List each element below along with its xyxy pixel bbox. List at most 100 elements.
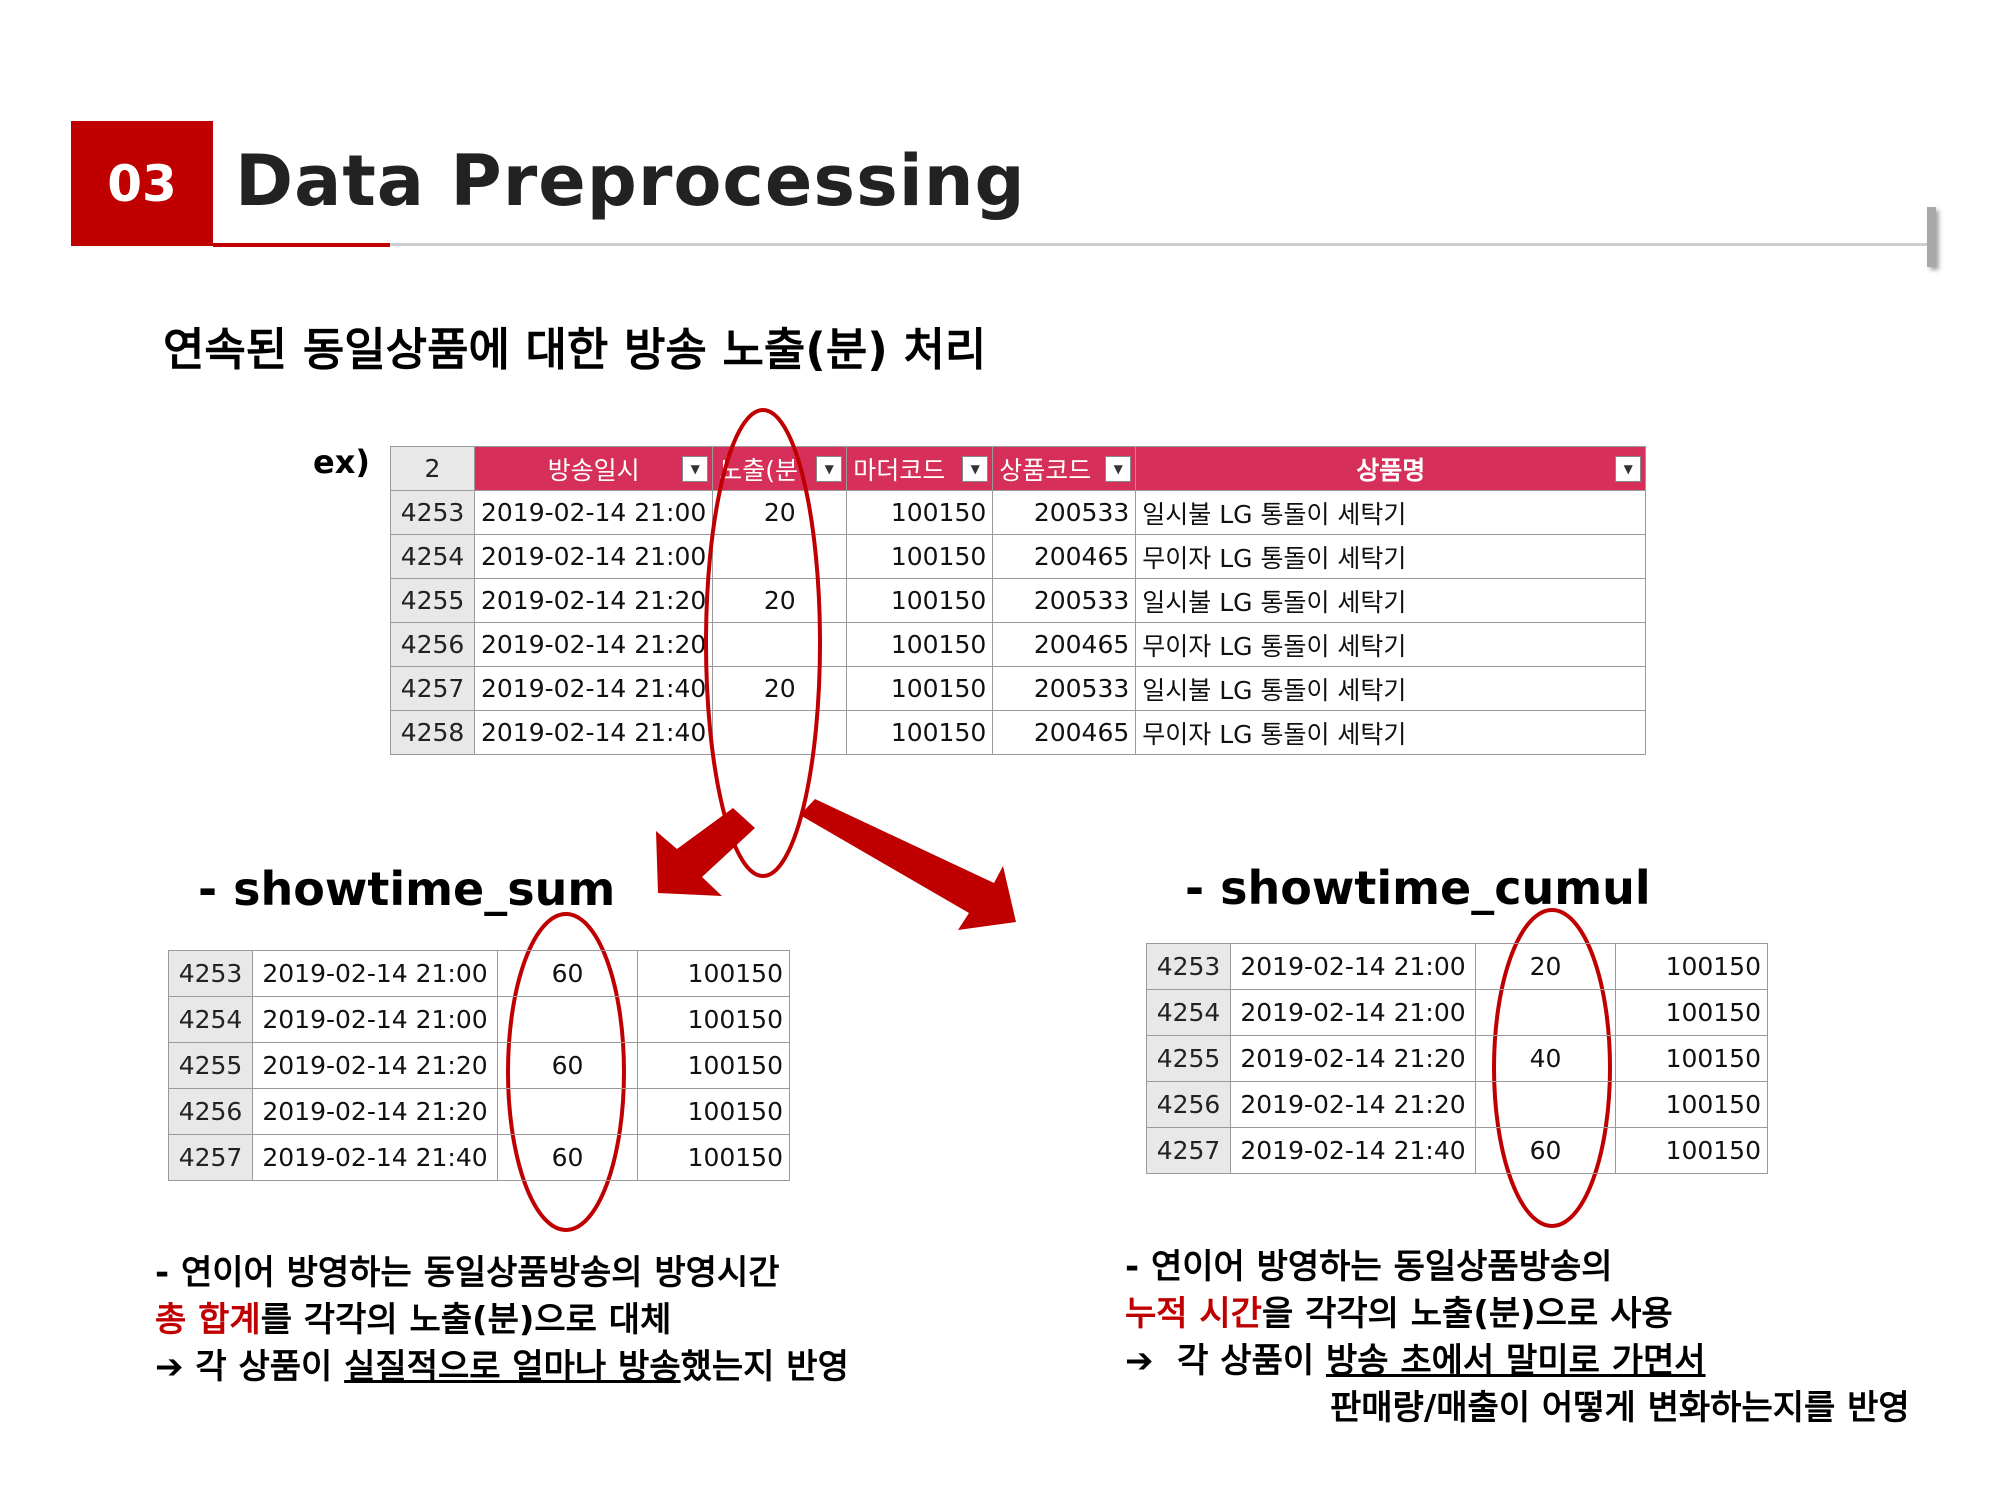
mother-code-cell[interactable]: 100150: [637, 996, 790, 1043]
showtime-value-cell[interactable]: 40: [1475, 1035, 1616, 1082]
datetime-cell[interactable]: 2019-02-14 21:40: [473, 710, 714, 755]
sum-explanation: - 연이어 방영하는 동일상품방송의 방영시간 총 합계를 각각의 노출(분)으…: [155, 1250, 849, 1391]
datetime-cell[interactable]: 2019-02-14 21:20: [1230, 1081, 1476, 1128]
datetime-cell[interactable]: 2019-02-14 21:00: [473, 490, 714, 535]
showtime-value-cell[interactable]: 20: [1475, 943, 1616, 990]
row-number-cell[interactable]: 4253: [1146, 943, 1231, 990]
mother-code-cell[interactable]: 100150: [1615, 1035, 1768, 1082]
showtime-value-cell[interactable]: 60: [497, 1042, 638, 1089]
datetime-cell[interactable]: 2019-02-14 21:00: [1230, 943, 1476, 990]
product-name-cell[interactable]: 무이자 LG 통돌이 세탁기: [1135, 710, 1647, 755]
showtime-value-cell[interactable]: 60: [497, 950, 638, 997]
showtime-value-cell[interactable]: [497, 1088, 638, 1135]
product-name-cell[interactable]: 무이자 LG 통돌이 세탁기: [1135, 534, 1647, 579]
row-number-cell[interactable]: 4254: [1146, 989, 1231, 1036]
note-text: 를 각각의 노출(분)으로 대체: [260, 1300, 672, 1340]
note-line: - 연이어 방영하는 동일상품방송의: [1125, 1247, 1613, 1287]
note-text: 각 상품이: [1153, 1341, 1326, 1381]
datetime-cell[interactable]: 2019-02-14 21:20: [473, 622, 714, 667]
datetime-cell[interactable]: 2019-02-14 21:00: [473, 534, 714, 579]
row-number-cell[interactable]: 4258: [390, 710, 475, 755]
mother-code-cell[interactable]: 100150: [637, 950, 790, 997]
table-row: 4254 2019-02-14 21:00 100150 200465 무이자 LG 통…: [390, 534, 1647, 579]
filter-dropdown-icon[interactable]: ▼: [682, 456, 709, 482]
corner-cell: 2: [390, 446, 475, 491]
datetime-cell[interactable]: 2019-02-14 21:20: [252, 1088, 498, 1135]
table-row: 4257 2019-02-14 21:40 60 100150: [168, 1134, 790, 1181]
row-number-cell[interactable]: 4256: [1146, 1081, 1231, 1128]
row-number-cell[interactable]: 4255: [168, 1042, 253, 1089]
row-number-cell[interactable]: 4253: [390, 490, 475, 535]
product-code-cell[interactable]: 200465: [992, 710, 1137, 755]
datetime-cell[interactable]: 2019-02-14 21:20: [473, 578, 714, 623]
mother-code-cell[interactable]: 100150: [1615, 1127, 1768, 1174]
mother-code-cell[interactable]: 100150: [637, 1088, 790, 1135]
row-number-cell[interactable]: 4256: [168, 1088, 253, 1135]
datetime-cell[interactable]: 2019-02-14 21:00: [252, 996, 498, 1043]
datetime-cell[interactable]: 2019-02-14 21:00: [252, 950, 498, 997]
row-number-cell[interactable]: 4254: [168, 996, 253, 1043]
datetime-cell[interactable]: 2019-02-14 21:20: [252, 1042, 498, 1089]
mother-code-cell[interactable]: 100150: [1615, 943, 1768, 990]
highlight-text: 누적 시간: [1125, 1294, 1262, 1334]
column-header-label: 상품명: [1356, 455, 1426, 485]
table-row: 4257 2019-02-14 21:40 20 100150 200533 일시불 LG…: [390, 666, 1647, 711]
filter-dropdown-icon[interactable]: ▼: [1615, 456, 1642, 482]
table-row: 4258 2019-02-14 21:40 100150 200465 무이자 LG 통…: [390, 710, 1647, 755]
mother-code-cell[interactable]: 100150: [846, 666, 994, 711]
row-number-cell[interactable]: 4257: [168, 1134, 253, 1181]
row-number-cell[interactable]: 4254: [390, 534, 475, 579]
row-number-cell[interactable]: 4257: [1146, 1127, 1231, 1174]
filter-dropdown-icon[interactable]: ▼: [962, 456, 989, 482]
title-rule-end-cap: [1927, 207, 1936, 267]
table-header-row: 2 방송일시 ▼ 노출(분 ▼ 마더코드 ▼ 상품코드 ▼ 상품명 ▼: [390, 446, 1647, 491]
product-code-cell[interactable]: 200465: [992, 622, 1137, 667]
table-row: 4253 2019-02-14 21:00 20 100150: [1146, 943, 1768, 990]
datetime-cell[interactable]: 2019-02-14 21:00: [1230, 989, 1476, 1036]
row-number-cell[interactable]: 4255: [390, 578, 475, 623]
mother-code-cell[interactable]: 100150: [846, 534, 994, 579]
mother-code-cell[interactable]: 100150: [637, 1042, 790, 1089]
mother-code-cell[interactable]: 100150: [846, 490, 994, 535]
showtime-value-cell[interactable]: 60: [497, 1134, 638, 1181]
showtime-value-cell[interactable]: [497, 996, 638, 1043]
filter-dropdown-icon[interactable]: ▼: [816, 456, 843, 482]
column-header-mother-code[interactable]: 마더코드 ▼: [846, 446, 994, 491]
row-number-cell[interactable]: 4257: [390, 666, 475, 711]
exposure-cell[interactable]: 20: [712, 578, 848, 623]
filter-dropdown-icon[interactable]: ▼: [1105, 456, 1132, 482]
showtime-value-cell[interactable]: 60: [1475, 1127, 1616, 1174]
product-code-cell[interactable]: 200465: [992, 534, 1137, 579]
exposure-cell[interactable]: 20: [712, 666, 848, 711]
product-code-cell[interactable]: 200533: [992, 578, 1137, 623]
row-number-cell[interactable]: 4256: [390, 622, 475, 667]
datetime-cell[interactable]: 2019-02-14 21:40: [252, 1134, 498, 1181]
exposure-cell[interactable]: [712, 710, 848, 755]
product-code-cell[interactable]: 200533: [992, 666, 1137, 711]
exposure-cell[interactable]: 20: [712, 490, 848, 535]
row-number-cell[interactable]: 4255: [1146, 1035, 1231, 1082]
product-code-cell[interactable]: 200533: [992, 490, 1137, 535]
mother-code-cell[interactable]: 100150: [637, 1134, 790, 1181]
column-header-exposure[interactable]: 노출(분 ▼: [712, 446, 848, 491]
column-header-product-name[interactable]: 상품명 ▼: [1135, 446, 1647, 491]
product-name-cell[interactable]: 무이자 LG 통돌이 세탁기: [1135, 622, 1647, 667]
sum-table: 4253 2019-02-14 21:00 60 100150 4254 2019-02-…: [168, 950, 790, 1181]
datetime-cell[interactable]: 2019-02-14 21:20: [1230, 1035, 1476, 1082]
showtime-value-cell[interactable]: [1475, 1081, 1616, 1128]
column-header-product-code[interactable]: 상품코드 ▼: [992, 446, 1137, 491]
table-row: 4257 2019-02-14 21:40 60 100150: [1146, 1127, 1768, 1174]
mother-code-cell[interactable]: 100150: [1615, 1081, 1768, 1128]
table-row: 4256 2019-02-14 21:20 100150 200465 무이자 LG 통…: [390, 622, 1647, 667]
column-header-label: 노출(분: [719, 455, 799, 485]
example-label: ex): [313, 443, 370, 481]
note-line: ➔ 각 상품이 실질적으로 얼마나 방송했는지 반영: [155, 1344, 849, 1391]
product-name-cell[interactable]: 일시불 LG 통돌이 세탁기: [1135, 578, 1647, 623]
mother-code-cell[interactable]: 100150: [1615, 989, 1768, 1036]
row-number-cell[interactable]: 4253: [168, 950, 253, 997]
datetime-cell[interactable]: 2019-02-14 21:40: [1230, 1127, 1476, 1174]
arrow-icon: ➔: [155, 1347, 184, 1387]
mother-code-cell[interactable]: 100150: [846, 710, 994, 755]
column-header-datetime[interactable]: 방송일시 ▼: [473, 446, 714, 491]
showtime-value-cell[interactable]: [1475, 989, 1616, 1036]
